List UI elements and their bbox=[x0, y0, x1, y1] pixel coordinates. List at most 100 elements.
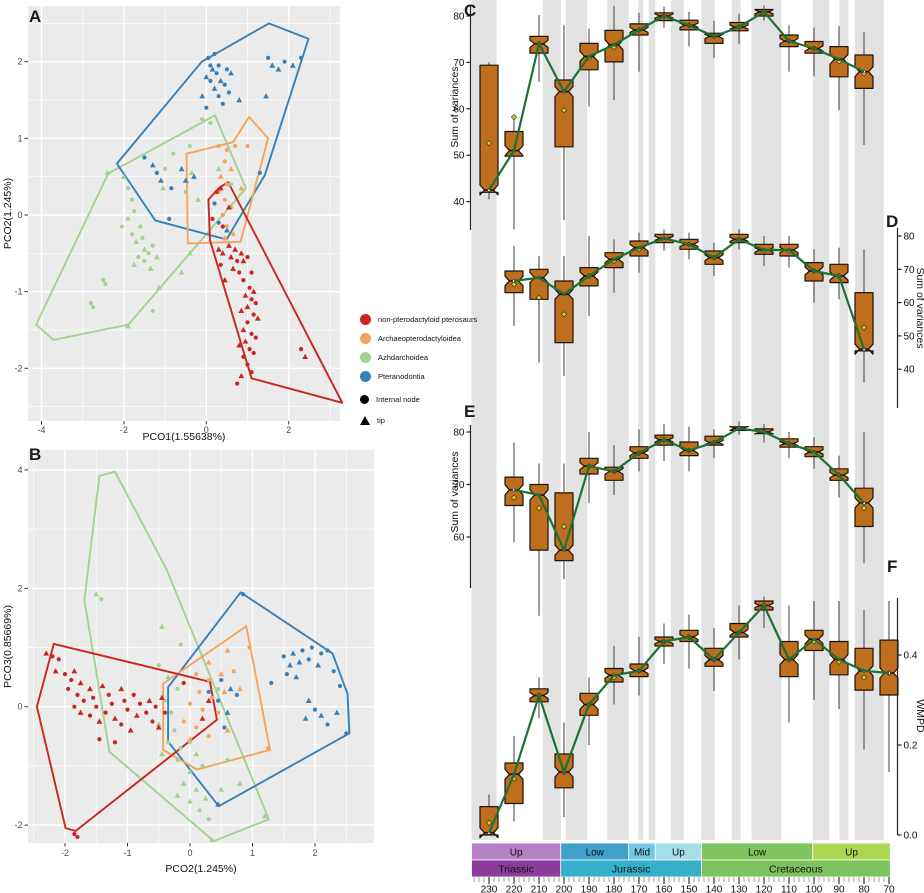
node-point bbox=[200, 763, 205, 769]
y-tick-label: 0.2 bbox=[904, 741, 918, 752]
node-point bbox=[241, 592, 246, 597]
mean-diamond bbox=[510, 114, 518, 121]
node-point bbox=[216, 698, 221, 703]
tip-point bbox=[238, 185, 245, 191]
tip-point bbox=[52, 668, 59, 674]
panel-c-boxplot: 40 50 60 70 80 Sum of variances bbox=[449, 5, 874, 230]
node-point bbox=[300, 648, 305, 653]
hull-orange bbox=[185, 115, 270, 245]
tip-point bbox=[254, 315, 261, 321]
node-point bbox=[142, 258, 147, 264]
x-tick-label: -2 bbox=[61, 848, 69, 858]
legend-item-label: Azhdarchoidea bbox=[378, 353, 429, 362]
tip-point bbox=[293, 674, 300, 680]
y-tick-label: 80 bbox=[453, 12, 465, 23]
node-point bbox=[200, 707, 205, 712]
panel-label-d: D bbox=[886, 212, 899, 231]
node-point bbox=[281, 654, 286, 659]
node-point bbox=[169, 710, 174, 715]
age-tick-label: 150 bbox=[681, 885, 698, 893]
mean-diamond bbox=[560, 523, 568, 530]
tip-point bbox=[87, 685, 93, 692]
y-axis-title: PCO2(1.245%) bbox=[2, 178, 14, 249]
stripe bbox=[648, 0, 656, 840]
node-point bbox=[241, 354, 246, 359]
node-point bbox=[175, 686, 180, 692]
tip-point bbox=[178, 165, 185, 172]
tip-point bbox=[199, 93, 206, 99]
node-point bbox=[284, 672, 289, 677]
node-point bbox=[253, 301, 258, 306]
age-tick-label: 180 bbox=[606, 885, 623, 893]
node-point bbox=[109, 701, 114, 706]
tip-point bbox=[156, 284, 162, 291]
y-tick-label: 4 bbox=[17, 465, 22, 475]
timescale: Up Low Mid Up Low Up Triassic Jurassic Cretaceou… bbox=[471, 842, 895, 893]
node-point bbox=[125, 707, 130, 712]
node-point bbox=[166, 740, 171, 745]
tip-point bbox=[217, 185, 224, 191]
node-point bbox=[122, 698, 127, 703]
tip-point bbox=[112, 715, 118, 721]
period-label: Triassic bbox=[498, 864, 534, 876]
tip-point bbox=[158, 177, 164, 183]
tip-point bbox=[158, 623, 165, 629]
tip-point bbox=[187, 798, 193, 804]
node-point bbox=[206, 817, 211, 822]
tip-point bbox=[227, 685, 234, 692]
y-axis-title: WMPD bbox=[914, 699, 924, 733]
tip-point bbox=[250, 288, 257, 294]
node-point bbox=[62, 672, 68, 677]
node-point bbox=[251, 350, 256, 356]
node-point bbox=[247, 645, 252, 650]
node-point bbox=[106, 692, 111, 697]
y-tick-label: -2 bbox=[14, 363, 22, 373]
node-point bbox=[235, 258, 240, 264]
node-point bbox=[249, 270, 254, 275]
tip-point bbox=[242, 292, 249, 298]
node-point bbox=[208, 120, 213, 126]
y-tick-label: 50 bbox=[904, 331, 916, 342]
plot-background bbox=[28, 6, 340, 421]
box bbox=[479, 64, 499, 196]
node-point bbox=[212, 201, 217, 206]
panel-a-scatter: -4 -2 0 2 -2 -1 0 1 2 PCO1(1.55638%) PCO2(1.245%) bbox=[2, 6, 344, 443]
node-point bbox=[206, 677, 211, 683]
tip-point bbox=[269, 62, 276, 68]
epoch-label: Up bbox=[510, 848, 523, 859]
tip-point bbox=[287, 662, 293, 668]
stripe bbox=[670, 0, 684, 840]
node-point bbox=[146, 251, 151, 256]
tip-point bbox=[218, 671, 225, 677]
tip-point bbox=[153, 254, 160, 260]
node-point bbox=[103, 710, 108, 715]
y-tick-label: 70 bbox=[904, 265, 916, 276]
node-point bbox=[94, 704, 99, 709]
tip-point bbox=[199, 715, 206, 721]
age-tick-label: 160 bbox=[656, 885, 673, 893]
node-point bbox=[253, 335, 258, 340]
node-point bbox=[298, 347, 304, 352]
node-point bbox=[178, 746, 183, 751]
node-point bbox=[119, 722, 124, 727]
stripe bbox=[731, 0, 741, 840]
node-point bbox=[337, 683, 343, 689]
epoch-label: Low bbox=[586, 848, 605, 859]
node-point bbox=[222, 725, 227, 730]
age-tick-label: 80 bbox=[858, 885, 870, 893]
points-orange bbox=[181, 645, 271, 751]
tip-triangle-icon bbox=[360, 415, 370, 425]
epoch-label: Up bbox=[845, 848, 858, 859]
tip-point bbox=[215, 801, 222, 807]
node-point bbox=[210, 216, 215, 221]
median-trend-line bbox=[513, 237, 866, 350]
node-point bbox=[183, 189, 188, 195]
x-tick-label: 1 bbox=[250, 848, 255, 858]
mean-diamond bbox=[560, 311, 568, 318]
stripe bbox=[565, 0, 588, 840]
tip-point bbox=[193, 750, 200, 757]
period-label: Cretaceous bbox=[769, 864, 823, 876]
tip-point bbox=[202, 795, 209, 801]
node-point bbox=[344, 731, 349, 736]
